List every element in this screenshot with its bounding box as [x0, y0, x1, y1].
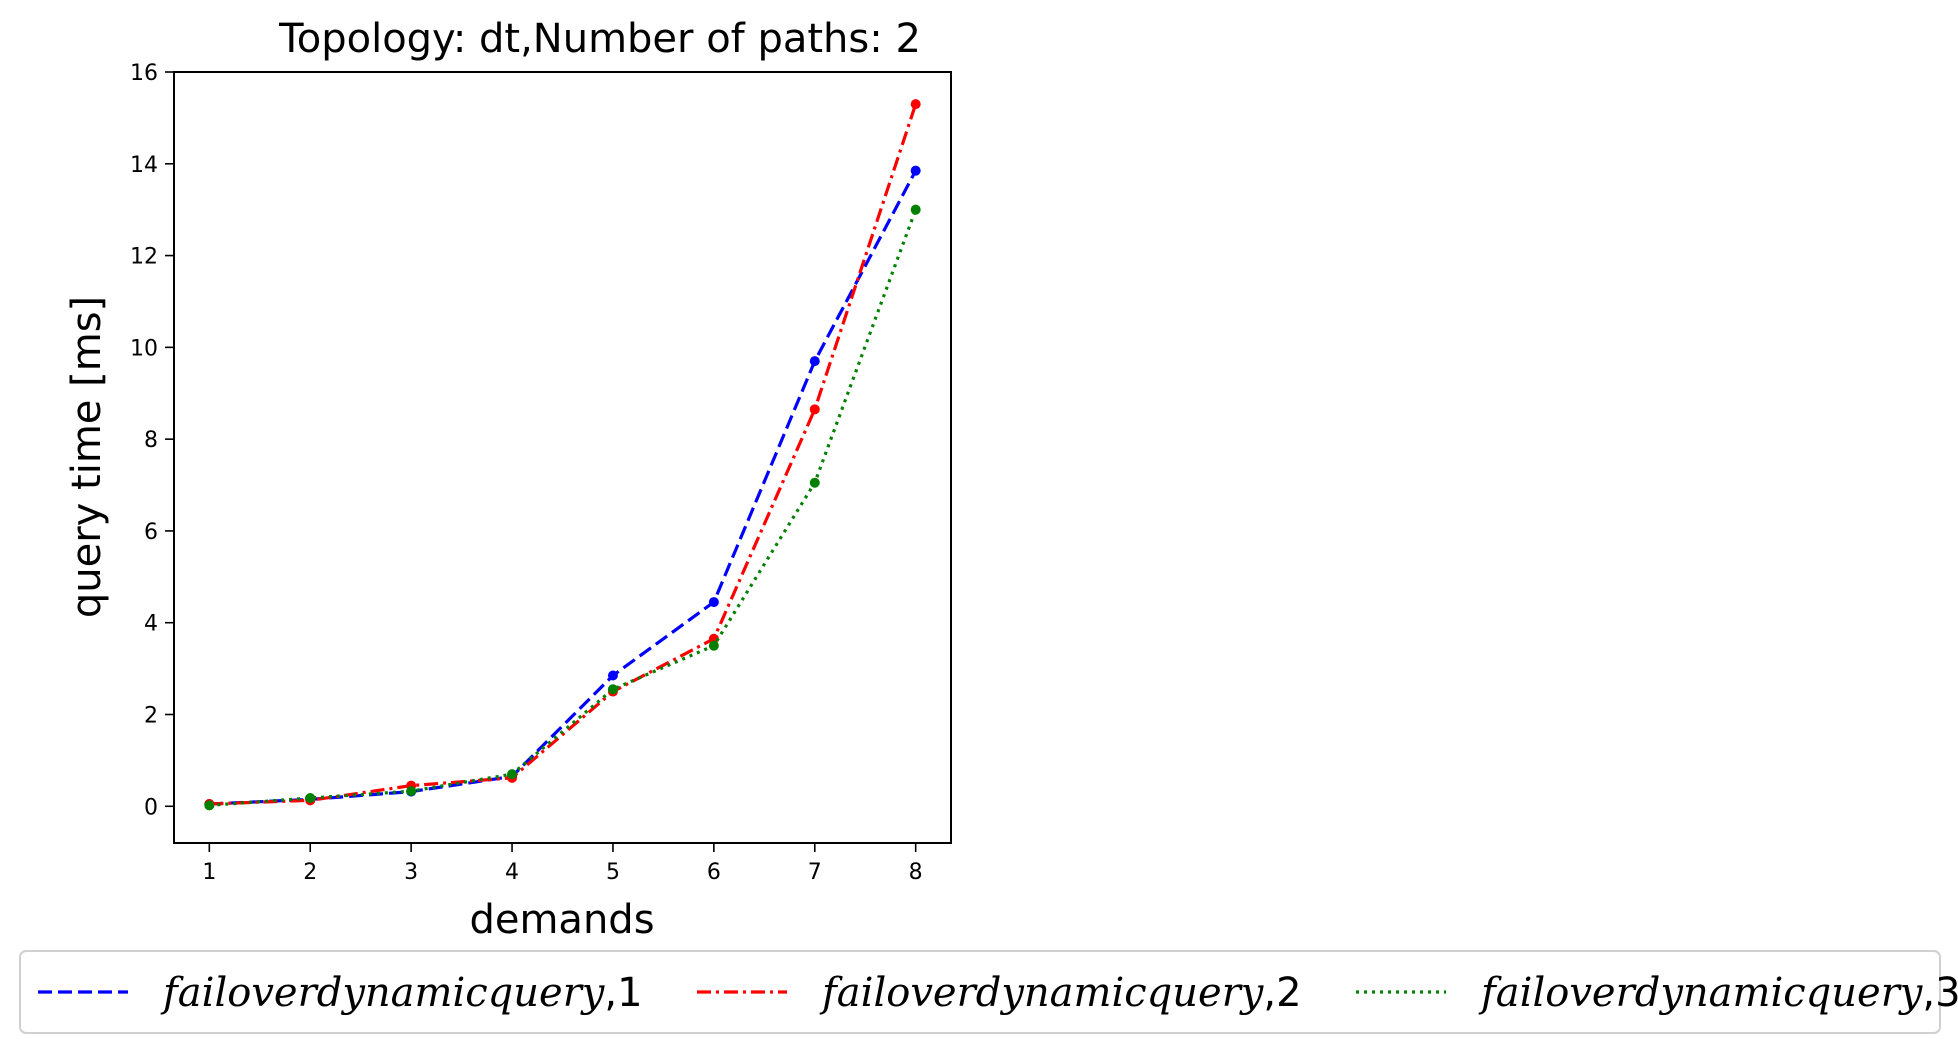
legend-entry-3: failoverdynamicquery,3 — [1356, 970, 1958, 1016]
x-tick-label: 3 — [404, 860, 418, 885]
x-axis: 1 2 3 4 5 6 7 8 — [202, 843, 923, 885]
y-tick-label: 8 — [144, 428, 158, 453]
legend-label: failoverdynamicquery,1 — [160, 970, 643, 1016]
data-point — [708, 640, 719, 651]
y-tick-label: 16 — [130, 61, 158, 86]
y-tick-label: 4 — [144, 612, 158, 637]
y-tick-label: 0 — [144, 795, 158, 820]
series-line — [209, 169, 918, 806]
data-point — [507, 769, 518, 780]
data-point — [607, 684, 618, 695]
data-point — [204, 800, 215, 811]
x-tick-label: 6 — [707, 860, 721, 885]
data-point — [305, 793, 316, 804]
y-axis-label: query time [ms] — [64, 296, 110, 618]
y-axis: 0 2 4 6 8 10 12 14 16 — [130, 61, 174, 820]
data-point — [809, 356, 820, 367]
data-point — [607, 670, 618, 681]
plot-area — [173, 71, 952, 844]
series-2 — [204, 99, 921, 809]
chart-title: Topology: dt,Number of paths: 2 — [278, 16, 921, 62]
legend: failoverdynamicquery,1 failoverdynamicque… — [19, 950, 1958, 1034]
series-line — [209, 103, 918, 806]
series-3 — [204, 204, 921, 811]
legend-series-name: failoverdynamicquery — [819, 970, 1265, 1016]
data-point — [910, 204, 921, 215]
data-point — [708, 597, 719, 608]
y-tick-label: 14 — [130, 153, 158, 178]
legend-series-suffix: ,3 — [1922, 970, 1958, 1016]
legend-series-name: failoverdynamicquery — [1478, 970, 1924, 1016]
y-tick-label: 6 — [144, 520, 158, 545]
legend-frame — [19, 950, 1941, 1034]
legend-series-name: failoverdynamicquery — [160, 970, 606, 1016]
data-point — [708, 633, 719, 644]
x-tick-label: 2 — [303, 860, 317, 885]
data-point — [809, 477, 820, 488]
legend-label: failoverdynamicquery,2 — [819, 970, 1302, 1016]
y-tick-label: 10 — [130, 336, 158, 361]
x-axis-label: demands — [469, 897, 654, 943]
data-point — [406, 786, 417, 797]
y-tick-label: 12 — [130, 245, 158, 270]
x-tick-label: 1 — [202, 860, 216, 885]
x-tick-label: 7 — [808, 860, 822, 885]
x-tick-label: 5 — [606, 860, 620, 885]
x-tick-label: 8 — [909, 860, 923, 885]
data-point — [910, 99, 921, 110]
legend-entry-2: failoverdynamicquery,2 — [697, 970, 1302, 1016]
legend-entry-1: failoverdynamicquery,1 — [38, 970, 643, 1016]
data-point — [910, 165, 921, 176]
x-tick-label: 4 — [505, 860, 519, 885]
legend-label: failoverdynamicquery,3 — [1478, 970, 1958, 1016]
legend-series-suffix: ,1 — [604, 970, 642, 1016]
series-line — [209, 209, 918, 807]
y-tick-label: 2 — [144, 704, 158, 729]
legend-series-suffix: ,2 — [1263, 970, 1301, 1016]
series-layer — [204, 99, 921, 811]
data-point — [809, 404, 820, 415]
